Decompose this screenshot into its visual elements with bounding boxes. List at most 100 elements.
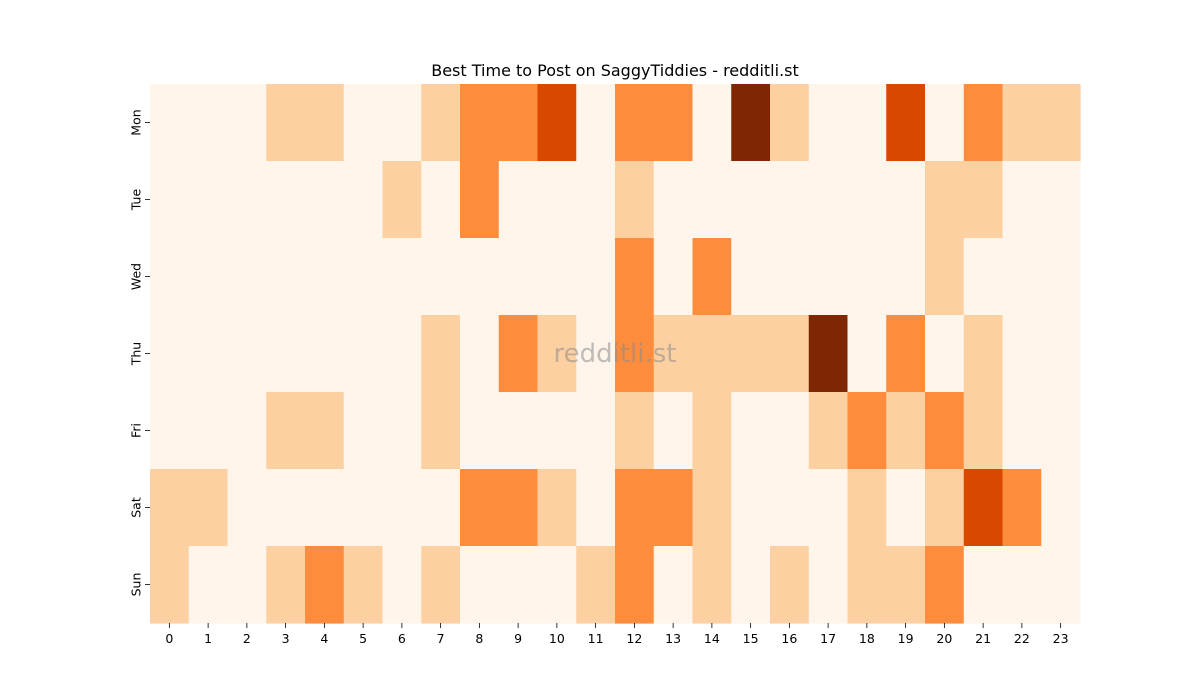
heatmap-cell-tue-13 xyxy=(653,161,694,239)
y-axis: Mon Tue Wed Thu Fri Sat Sun xyxy=(129,109,150,597)
y-tick-label: Sat xyxy=(129,497,144,518)
heatmap-cell-mon-18 xyxy=(847,84,887,162)
heatmap-cell-fri-20 xyxy=(925,392,965,470)
x-tick-label: 2 xyxy=(243,631,251,646)
heatmap-cell-tue-14 xyxy=(692,161,732,239)
heatmap-cell-wed-8 xyxy=(460,238,500,316)
x-tick-label: 18 xyxy=(859,631,875,646)
y-tick-label: Mon xyxy=(129,109,144,135)
heatmap-cell-mon-21 xyxy=(963,84,1004,162)
heatmap-cell-sat-6 xyxy=(382,469,422,547)
x-axis: 0 1 2 3 4 5 6 7 8 9 10 11 12 13 14 15 16 17 18 19 20 21 22 23 xyxy=(165,623,1069,646)
heatmap-cell-fri-0 xyxy=(150,392,190,470)
heatmap-cell-fri-9 xyxy=(498,392,539,470)
heatmap-cell-thu-23 xyxy=(1041,315,1081,393)
heatmap-cell-thu-20 xyxy=(925,315,965,393)
heatmap-cell-mon-10 xyxy=(537,84,577,162)
heatmap-cell-wed-10 xyxy=(537,238,577,316)
heatmap-cell-wed-3 xyxy=(266,238,306,316)
x-tick-label: 13 xyxy=(665,631,681,646)
x-tick-label: 23 xyxy=(1053,631,1069,646)
heatmap-cell-thu-22 xyxy=(1002,315,1042,393)
heatmap-cell-sun-8 xyxy=(460,546,500,624)
x-tick-label: 4 xyxy=(320,631,328,646)
heatmap-cell-wed-7 xyxy=(421,238,461,316)
heatmap-cell-fri-1 xyxy=(188,392,229,470)
heatmap-cell-sat-14 xyxy=(692,469,732,547)
heatmap-cell-mon-22 xyxy=(1002,84,1042,162)
heatmap-cell-fri-6 xyxy=(382,392,422,470)
heatmap-cell-fri-16 xyxy=(770,392,810,470)
heatmap-cell-sat-17 xyxy=(808,469,849,547)
heatmap-cell-fri-21 xyxy=(963,392,1004,470)
heatmap-cell-tue-20 xyxy=(925,161,965,239)
heatmap-cell-mon-0 xyxy=(150,84,190,162)
heatmap-cell-wed-22 xyxy=(1002,238,1042,316)
heatmap-cell-thu-4 xyxy=(305,315,345,393)
heatmap-cell-sun-17 xyxy=(808,546,849,624)
heatmap-cell-fri-7 xyxy=(421,392,461,470)
x-tick-label: 17 xyxy=(820,631,836,646)
x-tick-label: 1 xyxy=(204,631,212,646)
heatmap-cell-thu-15 xyxy=(731,315,771,393)
heatmap-cell-tue-23 xyxy=(1041,161,1081,239)
heatmap-cell-wed-9 xyxy=(498,238,539,316)
heatmap-cell-tue-22 xyxy=(1002,161,1042,239)
heatmap-cell-fri-22 xyxy=(1002,392,1042,470)
x-tick-label: 22 xyxy=(1014,631,1030,646)
heatmap-cell-sun-23 xyxy=(1041,546,1081,624)
heatmap-cell-wed-12 xyxy=(615,238,655,316)
heatmap-cell-fri-3 xyxy=(266,392,306,470)
heatmap-cell-thu-9 xyxy=(498,315,539,393)
heatmap-cell-sun-12 xyxy=(615,546,655,624)
heatmap-cell-sat-11 xyxy=(576,469,616,547)
heatmap-cell-tue-21 xyxy=(963,161,1004,239)
heatmap-cell-thu-5 xyxy=(343,315,384,393)
heatmap-cell-mon-8 xyxy=(460,84,500,162)
heatmap-cell-mon-2 xyxy=(227,84,267,162)
heatmap-cell-sat-2 xyxy=(227,469,267,547)
heatmap-cell-mon-3 xyxy=(266,84,306,162)
heatmap-cell-sat-3 xyxy=(266,469,306,547)
heatmap-cell-tue-7 xyxy=(421,161,461,239)
heatmap-cell-wed-13 xyxy=(653,238,694,316)
x-tick-label: 14 xyxy=(704,631,720,646)
y-tick-label: Fri xyxy=(129,423,144,438)
heatmap-cell-sat-23 xyxy=(1041,469,1081,547)
heatmap-cell-tue-1 xyxy=(188,161,229,239)
heatmap-cell-sun-11 xyxy=(576,546,616,624)
heatmap-cell-thu-6 xyxy=(382,315,422,393)
heatmap-cell-sat-0 xyxy=(150,469,190,547)
heatmap-cell-sat-20 xyxy=(925,469,965,547)
heatmap-cell-fri-23 xyxy=(1041,392,1081,470)
heatmap-cell-sat-10 xyxy=(537,469,577,547)
heatmap-cell-sun-14 xyxy=(692,546,732,624)
heatmap-cell-tue-17 xyxy=(808,161,849,239)
heatmap-cell-thu-17 xyxy=(808,315,849,393)
x-tick-label: 21 xyxy=(975,631,991,646)
heatmap-cell-sun-6 xyxy=(382,546,422,624)
heatmap-cell-tue-2 xyxy=(227,161,267,239)
heatmap-cell-fri-12 xyxy=(615,392,655,470)
heatmap-cell-sun-9 xyxy=(498,546,539,624)
heatmap-cell-mon-9 xyxy=(498,84,539,162)
heatmap-cell-tue-3 xyxy=(266,161,306,239)
heatmap-cell-tue-19 xyxy=(886,161,926,239)
heatmap-cell-tue-18 xyxy=(847,161,887,239)
heatmap-cell-fri-2 xyxy=(227,392,267,470)
heatmap-cell-wed-15 xyxy=(731,238,771,316)
heatmap-cell-sun-18 xyxy=(847,546,887,624)
heatmap-cell-sat-9 xyxy=(498,469,539,547)
heatmap-cell-wed-0 xyxy=(150,238,190,316)
heatmap-cell-mon-15 xyxy=(731,84,771,162)
heatmap-cells xyxy=(150,84,1081,624)
heatmap-cell-sun-7 xyxy=(421,546,461,624)
heatmap-cell-fri-15 xyxy=(731,392,771,470)
heatmap-cell-tue-0 xyxy=(150,161,190,239)
heatmap-cell-thu-11 xyxy=(576,315,616,393)
heatmap-cell-fri-13 xyxy=(653,392,694,470)
heatmap-cell-wed-17 xyxy=(808,238,849,316)
heatmap-cell-wed-21 xyxy=(963,238,1004,316)
y-tick-label: Sun xyxy=(129,573,144,597)
